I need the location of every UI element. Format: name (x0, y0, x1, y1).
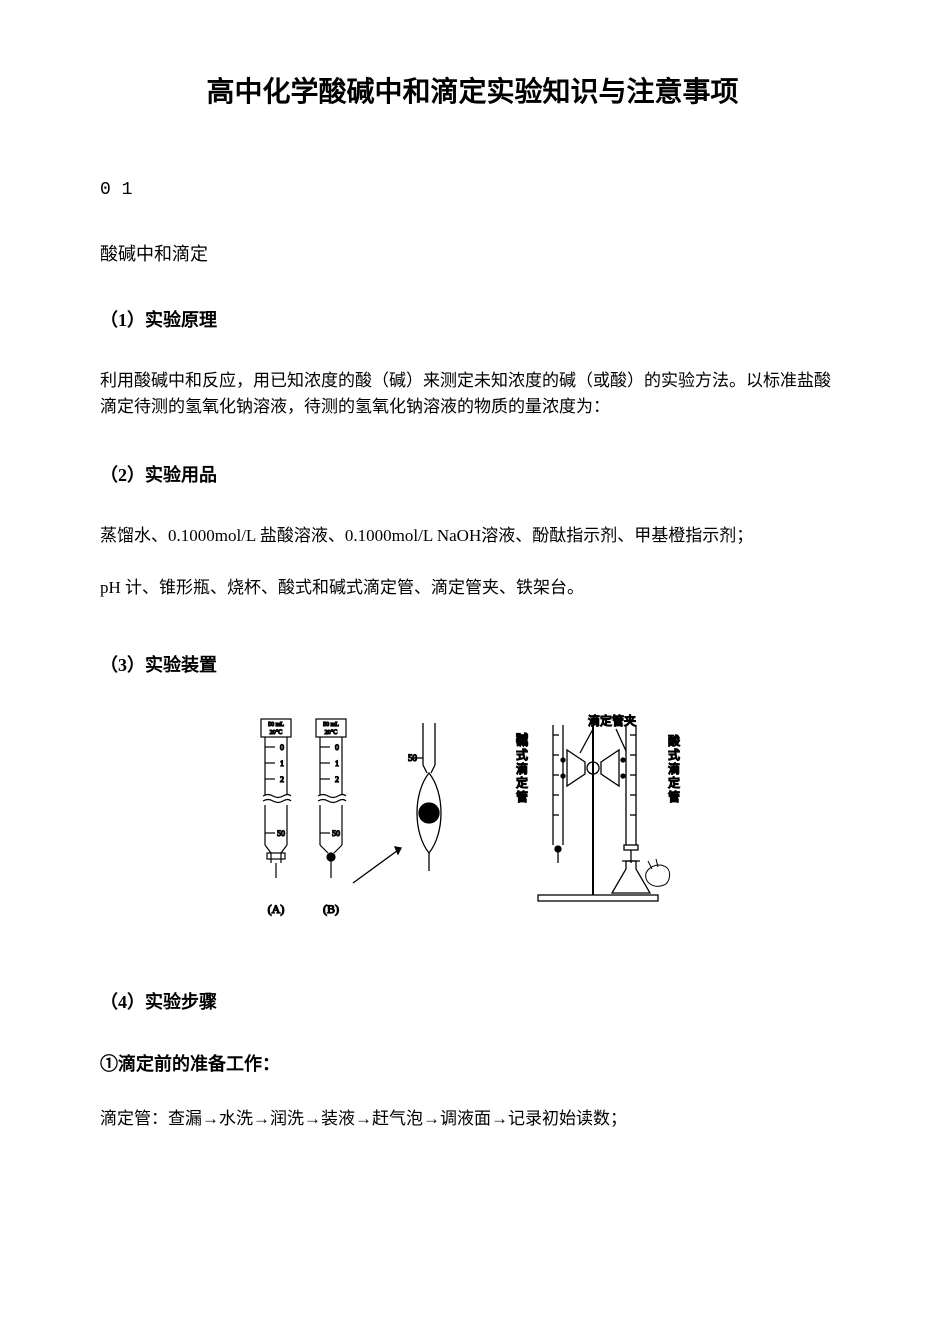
step1-title: ①滴定前的准备工作： (100, 1050, 845, 1076)
sub1-text: 利用酸碱中和反应，用已知浓度的酸（碱）来测定未知浓度的碱（或酸）的实验方法。以标… (100, 368, 845, 421)
burette-b-tick1: 1 (335, 759, 339, 768)
pinch-detail: 50 (353, 723, 441, 883)
svg-text:管: 管 (668, 789, 680, 804)
section-label: 酸碱中和滴定 (100, 240, 845, 266)
burette-a-tick0: 0 (280, 743, 284, 752)
burette-a-tick2: 2 (280, 775, 284, 784)
section-number: 0 1 (100, 180, 845, 200)
sub2-heading: （2）实验用品 (100, 461, 845, 487)
clamp-label: 滴定管夹 (588, 713, 636, 728)
page-title: 高中化学酸碱中和滴定实验知识与注意事项 (100, 70, 845, 110)
apparatus-svg: 50 mL 20℃ 0 1 2 50 (A) 50 mL 2 0 (253, 713, 693, 933)
burette-a-label2: 20℃ (269, 730, 282, 736)
svg-text:式: 式 (668, 748, 680, 762)
burette-b-tick0: 0 (335, 743, 339, 752)
burette-b-label1: 50 mL (323, 722, 339, 728)
sub2-line2: pH 计、锥形瓶、烧杯、酸式和碱式滴定管、滴定管夹、铁架台。 (100, 575, 845, 601)
svg-text:定: 定 (668, 775, 680, 790)
sub4-heading: （4）实验步骤 (100, 988, 845, 1014)
burette-a-tick50: 50 (277, 829, 285, 838)
burette-a-tick1: 1 (280, 759, 284, 768)
step1-text: 滴定管：查漏→水洗→润洗→装液→赶气泡→调液面→记录初始读数； (100, 1106, 845, 1132)
titration-stand: 滴定管夹 碱 碱式滴定管 酸式滴定管 (516, 713, 680, 901)
burette-a: 50 mL 20℃ 0 1 2 50 (A) (261, 719, 291, 916)
svg-text:管: 管 (516, 789, 528, 804)
burette-a-caption: (A) (267, 902, 284, 916)
svg-text:碱: 碱 (516, 734, 528, 748)
svg-text:酸: 酸 (668, 733, 680, 748)
acid-burette-vlabel: 酸式滴定管 (668, 733, 680, 804)
sub1-heading: （1）实验原理 (100, 306, 845, 332)
sub3-heading: （3）实验装置 (100, 651, 845, 677)
burette-b-tick2: 2 (335, 775, 339, 784)
svg-text:滴: 滴 (516, 761, 528, 776)
base-burette-vlabel: 碱式滴定管 (516, 734, 528, 804)
burette-b-tick50: 50 (332, 829, 340, 838)
burette-b-caption: (B) (323, 902, 339, 916)
svg-text:滴: 滴 (668, 761, 680, 776)
burette-b: 50 mL 20℃ 0 1 2 50 (B) (316, 719, 346, 916)
sub2-line1: 蒸馏水、0.1000mol/L 盐酸溶液、0.1000mol/L NaOH溶液、… (100, 523, 845, 549)
apparatus-diagram: 50 mL 20℃ 0 1 2 50 (A) 50 mL 2 0 (100, 713, 845, 938)
svg-text:式: 式 (516, 748, 528, 762)
burette-b-label2: 20℃ (324, 730, 337, 736)
svg-text:定: 定 (516, 775, 528, 790)
burette-a-label1: 50 mL (268, 722, 284, 728)
